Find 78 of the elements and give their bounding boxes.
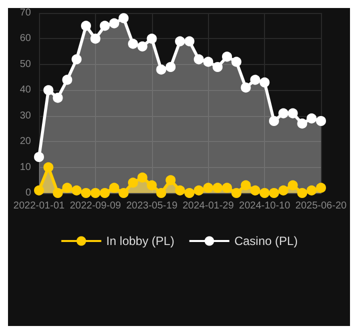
- point: [231, 188, 242, 198]
- point: [156, 188, 166, 198]
- point: [316, 182, 326, 193]
- y-tick-label: 0: [25, 188, 32, 198]
- point: [222, 182, 232, 193]
- point: [250, 185, 260, 196]
- point: [194, 54, 204, 64]
- y-tick-label: 20: [20, 136, 32, 148]
- point: [212, 62, 223, 72]
- point: [212, 182, 223, 193]
- y-tick-label: 10: [20, 162, 32, 173]
- point: [306, 113, 317, 124]
- point: [109, 18, 120, 28]
- point: [100, 188, 110, 198]
- point: [240, 180, 251, 190]
- x-tick-label: 2024-01-29: [182, 200, 234, 212]
- x-tick-label: 2023-05-19: [126, 200, 178, 212]
- point: [43, 85, 54, 96]
- point: [297, 188, 308, 198]
- legend-label: Casino (PL): [234, 234, 298, 248]
- point: [118, 188, 129, 198]
- point: [316, 116, 326, 126]
- point: [184, 36, 194, 46]
- y-tick-label: 50: [20, 58, 32, 70]
- point: [156, 64, 166, 75]
- x-tick-label: 2022-01-01: [13, 200, 66, 212]
- point: [222, 52, 232, 62]
- point: [240, 82, 251, 93]
- point: [166, 62, 176, 72]
- y-tick-label: 30: [20, 110, 32, 122]
- point: [62, 74, 72, 85]
- point: [175, 36, 185, 46]
- y-tick-label: 70: [20, 8, 32, 18]
- point: [203, 56, 214, 67]
- point: [118, 13, 129, 24]
- point: [278, 185, 288, 196]
- y-tick-label: 40: [20, 84, 32, 96]
- point: [62, 182, 72, 193]
- point: [43, 162, 54, 172]
- x-tick-label: 2024-10-10: [239, 200, 291, 212]
- point: [81, 188, 91, 198]
- point: [278, 108, 288, 118]
- point: [90, 188, 100, 198]
- point: [146, 180, 157, 190]
- point: [128, 38, 138, 49]
- point: [100, 20, 110, 31]
- point: [34, 185, 44, 196]
- x-tick-label: 2025-06-20: [295, 200, 348, 212]
- point: [34, 152, 44, 162]
- point: [250, 74, 260, 85]
- legend-label: In lobby (PL): [106, 234, 174, 248]
- point: [231, 56, 242, 67]
- point: [269, 116, 279, 126]
- x-tick-label: 2022-09-09: [70, 200, 122, 212]
- point: [81, 20, 91, 31]
- point: [260, 188, 270, 198]
- point: [109, 182, 120, 193]
- point: [269, 188, 279, 198]
- point: [72, 185, 82, 196]
- point: [288, 180, 298, 190]
- point: [297, 118, 308, 129]
- point: [194, 185, 204, 196]
- point: [90, 34, 100, 44]
- point: [52, 92, 63, 103]
- point: [137, 41, 148, 52]
- point: [52, 188, 63, 198]
- point: [184, 188, 194, 198]
- point: [166, 175, 176, 186]
- point: [72, 54, 82, 64]
- point: [146, 34, 157, 44]
- point: [137, 172, 148, 183]
- point: [175, 185, 185, 196]
- y-tick-label: 60: [20, 33, 32, 44]
- point: [128, 178, 138, 188]
- point: [288, 108, 298, 118]
- point: [260, 77, 270, 88]
- point: [203, 182, 214, 193]
- point: [306, 185, 317, 196]
